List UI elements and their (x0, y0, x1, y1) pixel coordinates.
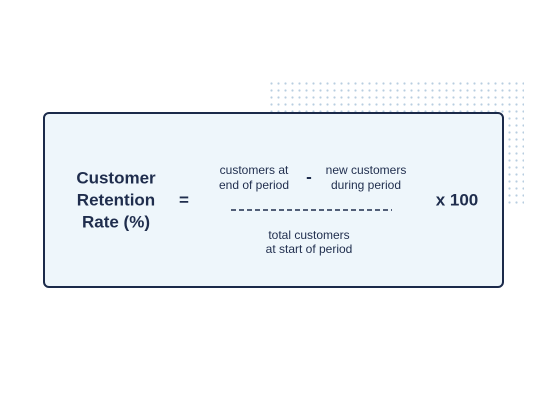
denominator-line: at start of period (266, 242, 353, 256)
multiplier: x 100 (436, 190, 479, 209)
formula-box (43, 112, 504, 288)
minuend-line: customers at (220, 163, 289, 177)
label-line: Customer (76, 168, 156, 187)
minus-sign: - (306, 167, 312, 186)
minuend-line: end of period (219, 178, 289, 192)
label-line: Rate (%) (82, 212, 150, 231)
label-line: Retention (77, 190, 155, 209)
subtrahend-line: during period (331, 178, 401, 192)
subtrahend-line: new customers (326, 163, 407, 177)
equals-sign: = (179, 190, 189, 209)
denominator-line: total customers (268, 228, 349, 242)
